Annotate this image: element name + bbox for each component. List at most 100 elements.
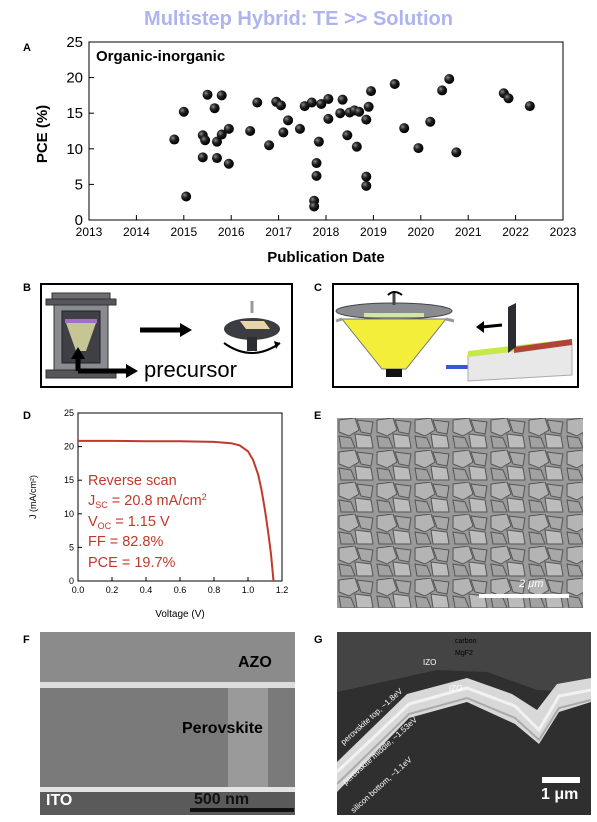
- scatter-point: [313, 136, 324, 147]
- grain-texture: [337, 418, 583, 608]
- panel-label-e: E: [314, 410, 322, 422]
- scatter-point: [202, 89, 213, 100]
- legend-line-5: PCE = 19.7%: [88, 555, 176, 571]
- scale-label-g: 1 μm: [541, 786, 579, 803]
- scatter-point: [337, 94, 348, 105]
- label-mgf2: MgF2: [455, 650, 473, 657]
- x-tick-label: 2017: [265, 225, 292, 239]
- scatter-point: [316, 98, 327, 109]
- y-tick-label: 20: [66, 70, 83, 87]
- scatter-point: [354, 106, 365, 117]
- scatter-point: [389, 79, 400, 90]
- x-tick-label: 2022: [502, 225, 529, 239]
- chart-a-points: [169, 74, 535, 212]
- panel-label-g: G: [314, 634, 323, 646]
- scatter-point: [200, 135, 211, 146]
- y-tick-label: 5: [69, 542, 74, 552]
- x-tick-label: 2015: [170, 225, 197, 239]
- blade-icon: [508, 303, 516, 353]
- legend-line-4: FF = 82.8%: [88, 534, 163, 550]
- scatter-point: [444, 74, 455, 85]
- label-izo-lower: IZO: [449, 684, 463, 693]
- y-tick-label: 5: [75, 176, 83, 193]
- x-tick-label: 0.8: [208, 585, 221, 595]
- layer-stack-g: [337, 678, 591, 792]
- layer-label-azo: AZO: [238, 654, 272, 671]
- x-tick-label: 2016: [218, 225, 245, 239]
- scatter-point: [361, 114, 372, 125]
- scatter-point: [294, 123, 305, 134]
- y-tick-label: 15: [66, 105, 83, 122]
- scatter-point: [413, 143, 424, 154]
- y-tick-label: 25: [64, 408, 74, 418]
- evaporation-chamber-diagram: [45, 292, 281, 379]
- scatter-point: [169, 134, 180, 145]
- scatter-point: [278, 127, 289, 138]
- scatter-point: [211, 153, 222, 164]
- scatter-point: [245, 126, 256, 136]
- precursor-label: precursor: [144, 357, 237, 382]
- chart-a-y-ticks: 0 5 10 15 20 25: [66, 34, 94, 229]
- scatter-point: [311, 170, 322, 181]
- scatter-point: [216, 129, 227, 140]
- sem-top-view-image: 2 μm: [337, 418, 583, 608]
- scatter-point: [181, 191, 192, 202]
- scatter-point: [399, 123, 410, 134]
- panel-label-a: A: [23, 42, 31, 54]
- scatter-point: [503, 93, 514, 104]
- scatter-point: [216, 90, 227, 101]
- spray-deposition-diagram: [335, 291, 573, 382]
- chamber-lid-icon: [45, 298, 117, 306]
- panel-label-c: C: [314, 282, 322, 294]
- panel-label-f: F: [23, 634, 30, 646]
- scatter-point: [366, 86, 377, 97]
- scatter-point: [323, 93, 334, 104]
- scatter-point: [275, 100, 286, 111]
- legend-line-2: JSC = 20.8 mA/cm2: [88, 492, 207, 510]
- scatter-point: [223, 158, 234, 169]
- x-tick-label: 2021: [455, 225, 482, 239]
- y-tick-label: 10: [66, 141, 83, 158]
- scatter-point: [451, 147, 462, 158]
- chart-a-x-ticks: 2013 2014 2015 2016 2017 2018 2019 2020 2021 2022…: [76, 215, 577, 239]
- panel-label-b: B: [23, 282, 31, 294]
- chart-d-legend: Reverse scan JSC = 20.8 mA/cm2 VOC = 1.1…: [88, 473, 207, 571]
- scatter-point: [306, 97, 317, 108]
- scale-label-e: 2 μm: [519, 578, 544, 590]
- x-tick-label: 2019: [360, 225, 387, 239]
- x-tick-label: 2020: [407, 225, 434, 239]
- label-izo-upper: IZO: [423, 658, 437, 667]
- jv-curve-chart-d: 0 5 10 15 20 25 0.0 0.2 0.4 0.6 0.8 1.0 1.2 J (mA/c…: [28, 408, 289, 620]
- chart-d-y-ticks: 0 5 10 15 20 25: [64, 408, 82, 586]
- scatter-point: [252, 97, 263, 108]
- chart-a-xlabel: Publication Date: [267, 249, 385, 266]
- scatter-point: [323, 113, 334, 124]
- y-tick-label: 15: [64, 475, 74, 485]
- scatter-point: [335, 108, 346, 119]
- x-tick-label: 0.6: [174, 585, 187, 595]
- arrow-left-icon: [481, 323, 503, 329]
- scatter-point: [351, 141, 362, 152]
- x-tick-label: 2013: [76, 225, 103, 239]
- scatter-point: [211, 136, 222, 147]
- scatter-point: [209, 103, 220, 114]
- rotation-arrow-icon: [223, 342, 281, 354]
- jv-curve: [78, 439, 275, 582]
- sem-cross-section-f: AZO Perovskite ITO 500 nm: [40, 632, 295, 815]
- substrate-icon: [514, 339, 572, 353]
- chart-a-annotation: Organic-inorganic: [96, 48, 225, 65]
- scatter-point: [264, 140, 275, 151]
- scale-bar-f: [190, 808, 294, 812]
- scatter-point: [197, 152, 208, 163]
- scale-bar-g: [542, 777, 580, 783]
- layer-label-ito: ITO: [46, 792, 73, 809]
- scatter-point: [363, 101, 374, 112]
- scatter-point: [342, 130, 353, 141]
- x-tick-label: 1.2: [276, 585, 289, 595]
- scatter-point: [361, 171, 372, 182]
- scale-label-f: 500 nm: [194, 791, 250, 808]
- y-tick-label: 0: [75, 212, 83, 229]
- rotation-arrow-icon: [387, 291, 403, 296]
- scatter-point: [524, 101, 535, 112]
